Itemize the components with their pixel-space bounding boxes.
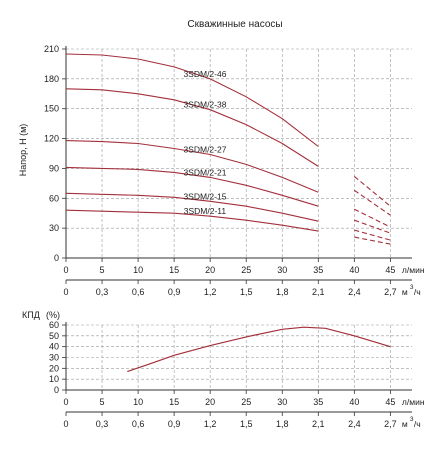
eff-xtick-label: 0 [63, 397, 68, 407]
series-4-curve-dashed [354, 229, 391, 241]
eff-xtick-label: 30 [277, 397, 287, 407]
head-axis-label: Напор, Н (м) [18, 124, 28, 177]
series-4-curve-solid [65, 192, 319, 222]
series-1-curve-solid [65, 88, 319, 167]
series-0-curve-dashed [353, 175, 391, 207]
head-ytick-label: 150 [44, 104, 59, 114]
head-ytick-label: 210 [44, 44, 59, 54]
eff-ytick-label: 50 [49, 331, 59, 341]
eff-xtick-label: 15 [169, 397, 179, 407]
eff-xtick-label: 35 [313, 397, 323, 407]
head-xtick-label-secondary: 2,7 [384, 287, 397, 297]
eff-xtick-label: 25 [241, 397, 251, 407]
eff-xtick-label-secondary: 0,9 [168, 419, 181, 429]
head-ytick-label: 120 [44, 134, 59, 144]
eff-xtick-label-secondary: 1,5 [240, 419, 253, 429]
eff-x-unit-secondary-base: м [402, 419, 408, 429]
series-2-curve-solid [65, 140, 319, 193]
head-x-unit-primary: л/мин [402, 265, 425, 275]
eff-xtick-label-secondary: 0,6 [132, 419, 145, 429]
eff-xtick-label-secondary: 0,3 [96, 419, 109, 429]
head-xtick-label-secondary: 1,8 [276, 287, 289, 297]
head-x-unit-secondary-tail: /ч [414, 287, 421, 297]
head-xtick-label-secondary: 2,1 [312, 287, 325, 297]
head-xtick-label: 40 [349, 265, 359, 275]
head-ytick-label: 30 [49, 223, 59, 233]
efficiency-axis-unit: (%) [46, 310, 60, 320]
head-xtick-label: 0 [63, 265, 68, 275]
head-xtick-label-secondary: 1,2 [204, 287, 217, 297]
head-xtick-label-secondary: 2,4 [348, 287, 361, 297]
eff-xtick-label-secondary: 0 [63, 419, 68, 429]
eff-x-unit-secondary-sup: 3 [410, 416, 414, 423]
series-5-curve-dashed [354, 236, 391, 245]
head-ytick-label: 180 [44, 74, 59, 84]
series-label: 3SDM/2-15 [183, 191, 226, 201]
series-label: 3SDM/2-46 [183, 69, 226, 79]
head-xtick-label: 5 [100, 265, 105, 275]
eff-ytick-label: 20 [49, 363, 59, 373]
eff-xtick-label: 40 [349, 397, 359, 407]
series-5-curve-solid [65, 209, 319, 232]
eff-series-0-curve [127, 326, 391, 373]
head-x-unit-secondary-base: м [402, 287, 408, 297]
eff-x-unit-primary: л/мин [402, 397, 425, 407]
eff-xtick-label-secondary: 2,4 [348, 419, 361, 429]
eff-ytick-label: 0 [54, 385, 59, 395]
series-1-curve-dashed [353, 189, 391, 216]
head-xtick-label-secondary: 0,3 [96, 287, 109, 297]
series-0-curve-solid [65, 53, 319, 147]
eff-xtick-label-secondary: 2,1 [312, 419, 325, 429]
head-ytick-label: 0 [54, 253, 59, 263]
chart-title: Скважинные насосы [187, 19, 282, 30]
head-xtick-label: 15 [169, 265, 179, 275]
head-xtick-label-secondary: 0,6 [132, 287, 145, 297]
head-xtick-label-secondary: 1,5 [240, 287, 253, 297]
eff-ytick-label: 60 [49, 320, 59, 330]
head-xtick-label: 10 [133, 265, 143, 275]
series-3-curve-dashed [354, 219, 391, 234]
eff-x-unit-secondary-tail: /ч [414, 419, 421, 429]
eff-xtick-label-secondary: 1,8 [276, 419, 289, 429]
eff-xtick-label: 10 [133, 397, 143, 407]
eff-xtick-label-secondary: 2,7 [384, 419, 397, 429]
series-label: 3SDM/2-11 [184, 206, 227, 216]
series-2-curve-dashed [354, 208, 391, 228]
eff-ytick-label: 10 [49, 374, 59, 384]
series-label: 3SDM/2-38 [183, 100, 226, 110]
eff-ytick-label: 30 [49, 353, 59, 363]
head-xtick-label: 20 [205, 265, 215, 275]
head-xtick-label: 30 [277, 265, 287, 275]
efficiency-axis-label: КПД [22, 310, 40, 320]
head-xtick-label: 35 [313, 265, 323, 275]
eff-xtick-label-secondary: 1,2 [204, 419, 217, 429]
head-xtick-label: 45 [385, 265, 395, 275]
series-label: 3SDM/2-21 [183, 167, 226, 177]
head-xtick-label-secondary: 0 [63, 287, 68, 297]
head-xtick-label-secondary: 0,9 [168, 287, 181, 297]
head-x-unit-secondary-sup: 3 [410, 284, 414, 291]
eff-xtick-label: 45 [385, 397, 395, 407]
head-ytick-label: 60 [49, 193, 59, 203]
series-3-curve-solid [65, 166, 319, 207]
eff-xtick-label: 20 [205, 397, 215, 407]
head-ytick-label: 90 [49, 163, 59, 173]
eff-xtick-label: 5 [100, 397, 105, 407]
head-xtick-label: 25 [241, 265, 251, 275]
eff-ytick-label: 40 [49, 342, 59, 352]
series-label: 3SDM/2-27 [183, 144, 226, 154]
